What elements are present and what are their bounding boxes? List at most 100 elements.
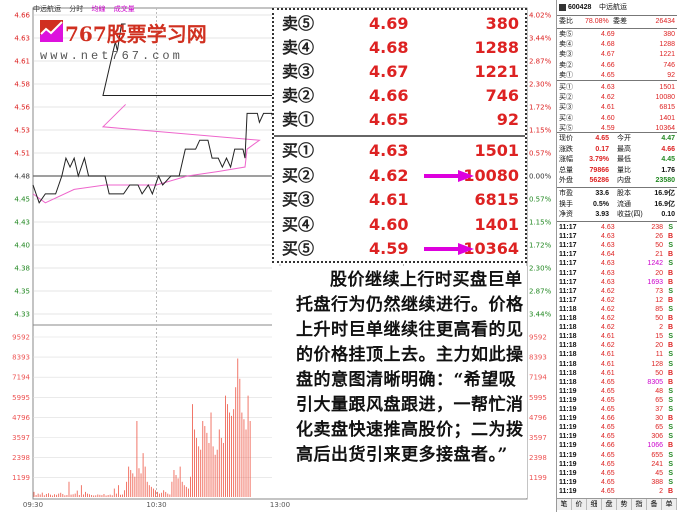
panel-value: B [667,378,673,386]
tick-row: 11:19 4.65 241 S [559,460,675,469]
panel-value: 4.61 [601,369,615,377]
panel-value: 4.65 [601,406,615,413]
panel-value: 卖⑤ [559,31,573,38]
level-label: 买④ [282,214,315,234]
panel-value: 4.62 [601,315,615,322]
panel-value: 4.63 [601,84,615,91]
panel-value: 11:18 [559,360,577,368]
tab-minute[interactable]: 分时 [69,5,84,13]
panel-value: 128 [651,360,663,368]
stat-row: 净资 3.93 收益(四) 0.10 [559,210,675,220]
percent-tick-label: 4.02% [529,12,552,20]
tick-row: 11:18 4.62 2 B [559,323,675,332]
panel-value: 4.64 [601,251,615,259]
volume-tick-label: 8393 [12,354,30,362]
price-tick-label: 4.38 [14,265,30,273]
percent-tick-label: 3.44% [529,35,552,43]
panel-value: 4.65 [601,460,615,468]
panel-value: 48 [655,387,663,395]
panel-value: 65 [655,424,663,432]
panel-value: 11:19 [559,478,577,486]
panel-value: 1693 [647,278,663,286]
level-price: 4.67 [369,62,409,81]
panel-tab[interactable]: 盘 [602,499,617,510]
time-tick-label: 10:30 [146,501,166,509]
panel-value: 15 [655,333,663,341]
panel-tab[interactable]: 细 [587,499,602,510]
tab-volume[interactable]: 成交量 [113,5,135,13]
panel-value: 16.9亿 [654,200,675,208]
time-tick-label: 13:00 [270,501,290,509]
tick-row: 11:19 4.65 45 S [559,469,675,478]
level-volume: 1501 [474,141,519,160]
stat-row: 现价 4.65 今开 4.47 [559,134,675,144]
level-volume: 10080 [463,165,519,185]
level-label: 买⑤ [282,239,315,258]
percent-tick-label: 2.87% [529,58,552,66]
panel-value: S [668,333,673,341]
tick-row: 11:19 4.65 655 S [559,451,675,460]
panel-value: 11:17 [559,287,577,295]
panel-value: 4.65 [601,424,615,432]
panel-value: 4.62 [601,342,615,350]
tick-row: 11:17 4.63 26 B [559,232,675,241]
average-price-line [32,104,261,204]
volume-tick-label: 2398 [12,454,30,462]
panel-value: 11:17 [559,242,577,250]
panel-value: 11:18 [559,315,577,322]
panel-value: 12 [655,296,663,304]
panel-value: 11:17 [559,251,577,259]
level-price: 4.66 [369,86,409,105]
order-book-row: 卖⑤ 4.69 380 [274,12,525,36]
tick-row: 11:17 4.63 50 S [559,241,675,250]
volume-tick-label-right: 5995 [529,394,547,402]
level-label: 买① [282,141,315,160]
tick-row: 11:17 4.63 1242 S [559,259,675,268]
price-tick-label: 4.45 [14,196,30,204]
panel-tab[interactable]: 笔 [557,499,572,510]
panel-value: 33.6 [595,190,609,197]
order-book-row: 买④ 4.60 1401 [274,213,525,237]
stock-code: 600428 [568,4,592,11]
panel-value: S [668,360,673,368]
level-price: 4.62 [369,165,409,185]
panel-tab[interactable]: 势 [617,499,632,510]
panel-value: 4.62 [601,94,615,102]
panel-value: 4.69 [601,31,615,38]
level-price: 4.60 [369,214,409,234]
panel-value: 3.93 [595,211,609,218]
panel-value: B [667,296,673,304]
panel-value: 净资 [559,211,573,218]
panel-tabs: 笔价细盘势指备单 [557,498,677,510]
panel-value: 50 [655,242,663,250]
price-tick-label: 4.51 [14,150,30,158]
panel-value: 6815 [659,104,675,112]
panel-value: 16.9亿 [654,190,675,197]
panel-value: B [667,369,673,377]
panel-value: 45 [655,469,663,477]
panel-value: 4.68 [601,41,615,49]
price-tick-label: 4.33 [14,311,30,319]
stock-name: 中远航运 [33,5,61,13]
tick-row: 11:19 4.65 48 S [559,387,675,396]
tick-row: 11:18 4.62 20 B [559,341,675,350]
panel-tab[interactable]: 价 [572,499,587,510]
percent-tick-label: 2.30% [529,265,552,273]
panel-value: 量比 [617,166,631,174]
tab-average[interactable]: 均線 [91,5,106,13]
panel-value: 4.61 [601,351,615,359]
stat-row: 市盈 33.6 股本 16.9亿 [559,189,675,199]
panel-tab[interactable]: 单 [662,499,677,510]
panel-value: 4.62 [601,287,615,295]
panel-value: B [667,315,673,322]
panel-value: 65 [655,396,663,404]
panel-tab[interactable]: 指 [632,499,647,510]
logo-text: 767股票学习网 [65,22,207,46]
panel-value: 11:19 [559,406,577,413]
panel-value: 委比 [559,18,573,25]
level-volume: 746 [485,86,519,105]
price-tick-label: 4.53 [14,127,30,135]
level-price: 4.61 [369,190,409,209]
level-volume: 92 [496,110,519,129]
panel-tab[interactable]: 备 [647,499,662,510]
